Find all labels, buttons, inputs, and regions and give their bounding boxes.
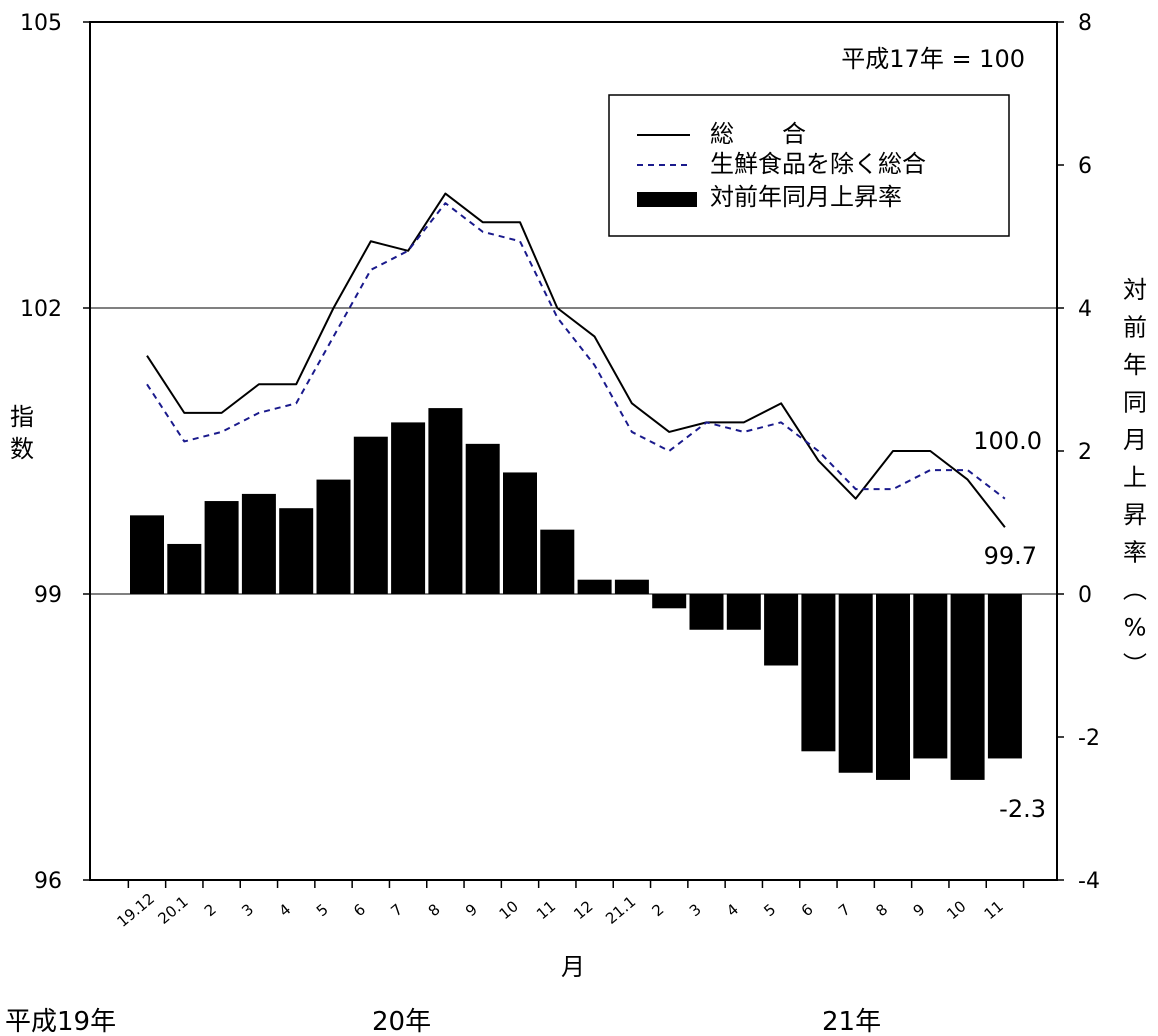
x-tick-label-5: 5	[313, 900, 332, 920]
era-label-21: 21年	[822, 1007, 881, 1036]
x-tick-label-7: 7	[387, 900, 406, 920]
right-tick-label-1: -2	[1078, 726, 1100, 751]
line-total	[146, 192, 1006, 528]
base-note: 平成17年 = 100	[841, 45, 1025, 73]
bar-22	[950, 594, 985, 780]
right-tick-label-3: 2	[1078, 440, 1092, 465]
bar-2	[204, 501, 239, 594]
bar-series	[130, 408, 1022, 780]
bar-1	[167, 543, 202, 594]
x-tick-label-13: 21.1	[602, 893, 639, 928]
x-tick-label-1: 20.1	[155, 893, 192, 928]
x-tick-label-20: 8	[872, 900, 891, 920]
bar-12	[577, 579, 612, 594]
bar-16	[726, 594, 761, 630]
annotation-total-last: 99.7	[984, 542, 1037, 570]
left-axis-ticks: 96 99 102 105	[20, 11, 90, 894]
y-right-label-char-9: %	[1124, 614, 1147, 642]
x-tick-label-17: 5	[760, 900, 779, 920]
legend-swatch-bar	[637, 192, 697, 207]
bar-11	[540, 529, 575, 594]
bar-3	[241, 493, 276, 594]
y-right-label-char-5: 上	[1123, 464, 1147, 492]
x-tick-label-23: 11	[981, 897, 1007, 923]
bar-14	[652, 594, 687, 609]
x-tick-label-10: 10	[496, 897, 522, 923]
bar-8	[428, 408, 463, 594]
era-label-20: 20年	[372, 1007, 431, 1036]
bar-4	[279, 508, 314, 594]
right-tick-label-2: 0	[1078, 583, 1092, 608]
right-tick-label-4: 4	[1078, 297, 1092, 322]
bar-18	[801, 594, 836, 752]
x-axis-label: 月	[561, 953, 585, 981]
y-right-label-char-3: 同	[1123, 389, 1147, 417]
x-tick-label-3: 3	[238, 900, 257, 920]
bar-5	[316, 479, 351, 594]
x-tick-label-11: 11	[533, 897, 559, 923]
bar-17	[764, 594, 799, 666]
left-tick-label-0: 96	[34, 869, 62, 894]
bar-21	[913, 594, 948, 759]
x-tick-label-12: 12	[570, 897, 596, 923]
y-right-label-char-6: 昇	[1123, 501, 1147, 529]
x-tick-label-6: 6	[350, 900, 369, 920]
y-left-label-char-1: 指	[10, 403, 34, 431]
bar-23	[987, 594, 1022, 759]
bar-9	[465, 443, 500, 594]
line-series	[146, 192, 1006, 528]
x-tick-label-15: 3	[686, 900, 705, 920]
y-right-label-char-4: 月	[1123, 426, 1147, 454]
left-tick-label-1: 99	[34, 583, 62, 608]
legend-label-core: 生鮮食品を除く総合	[710, 150, 926, 178]
bar-13	[614, 579, 649, 594]
right-tick-label-0: -4	[1078, 869, 1100, 894]
y-right-label: 対前年同月上昇率 （% ）	[1120, 276, 1148, 676]
y-right-label-char-2: 年	[1123, 351, 1147, 379]
x-tick-label-9: 9	[462, 900, 481, 920]
bar-0	[130, 515, 164, 594]
x-tick-label-19: 7	[835, 900, 854, 920]
era-label-h19: 平成19年	[5, 1007, 116, 1036]
x-tick-label-21: 9	[910, 900, 929, 920]
right-axis-ticks: -4 -2 0 2 4 6 8	[1057, 11, 1100, 894]
line-core	[146, 202, 1006, 500]
annotation-core-last: 100.0	[973, 427, 1042, 455]
x-tick-label-22: 10	[943, 897, 969, 923]
x-tick-label-16: 4	[723, 900, 742, 920]
annotation-rate-last: -2.3	[999, 795, 1046, 823]
legend-label-total: 総 合	[710, 120, 806, 148]
x-tick-label-18: 6	[798, 900, 817, 920]
bar-7	[391, 422, 426, 594]
y-right-label-char-10: ）	[1120, 652, 1148, 676]
y-right-label-char-1: 前	[1123, 314, 1147, 342]
bar-19	[838, 594, 873, 773]
right-tick-label-6: 8	[1078, 11, 1092, 36]
y-right-label-char-8: （	[1120, 577, 1148, 601]
x-tick-label-0: 19.12	[114, 889, 158, 930]
y-right-label-char-0: 対	[1123, 276, 1147, 304]
legend: 総 合 生鮮食品を除く総合 対前年同月上昇率	[608, 94, 1010, 237]
y-right-label-char-7: 率	[1123, 539, 1147, 567]
left-tick-label-2: 102	[20, 297, 62, 322]
bar-15	[689, 594, 724, 630]
right-tick-label-5: 6	[1078, 154, 1092, 179]
legend-label-rate: 対前年同月上昇率	[710, 183, 902, 211]
x-tick-label-2: 2	[201, 900, 220, 920]
bar-6	[353, 436, 388, 594]
y-left-label-char-2: 数	[10, 435, 34, 463]
x-tick-label-8: 8	[425, 900, 444, 920]
x-tick-label-14: 2	[649, 900, 668, 920]
bar-10	[503, 472, 537, 594]
bar-20	[876, 594, 910, 780]
left-tick-label-3: 105	[20, 11, 62, 36]
x-tick-label-4: 4	[276, 900, 295, 920]
